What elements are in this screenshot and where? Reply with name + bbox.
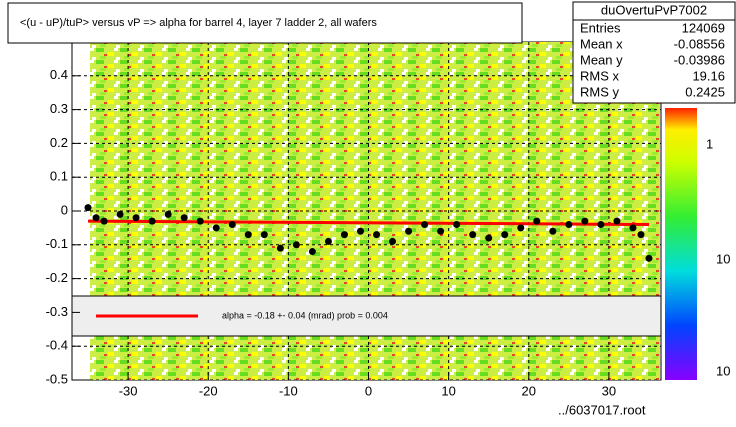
stats-name: duOvertuPvP7002 [601, 2, 707, 17]
point [212, 224, 220, 232]
color-label: 10 [716, 363, 730, 378]
y-tick-label: -0.4 [46, 338, 68, 353]
stats-label: RMS x [580, 68, 620, 83]
stats-label: Entries [580, 20, 621, 35]
point [453, 221, 461, 229]
color-bar [665, 108, 697, 380]
point [92, 214, 100, 222]
footer: ../6037017.root [558, 402, 646, 417]
point [597, 221, 605, 229]
y-tick-label: 0.2 [50, 135, 68, 150]
point [84, 204, 92, 212]
fit-legend-text: alpha = -0.18 +- 0.04 (mrad) prob = 0.00… [222, 310, 388, 320]
stats-value: 0.2425 [685, 84, 725, 99]
stats-box [572, 1, 736, 104]
point [637, 231, 645, 239]
point [292, 241, 300, 249]
point [324, 237, 332, 245]
point [308, 248, 316, 256]
y-tick-label: -0.3 [46, 304, 68, 319]
point [645, 254, 653, 262]
point [356, 227, 364, 235]
point [148, 217, 156, 225]
y-tick-label: 0.3 [50, 101, 68, 116]
point [164, 210, 172, 218]
stats-label: Mean x [580, 36, 623, 51]
point [533, 217, 541, 225]
stats-value: -0.08556 [674, 36, 725, 51]
point [276, 244, 284, 252]
stats-value: -0.03986 [674, 52, 725, 67]
fit-legend [71, 295, 662, 337]
y-tick-label: -0.2 [46, 270, 68, 285]
point [116, 210, 124, 218]
point [340, 231, 348, 239]
chart-title: <(u - uP)/tuP> versus vP => alpha for ba… [20, 17, 377, 29]
point [421, 221, 429, 229]
title-box [7, 2, 523, 44]
stats-label: Mean y [580, 52, 623, 67]
x-tick-label: -20 [199, 383, 218, 398]
x-tick-label: -10 [279, 383, 298, 398]
point [373, 231, 381, 239]
point [437, 227, 445, 235]
point [405, 227, 413, 235]
stats-value: 19.16 [692, 68, 725, 83]
point [613, 217, 621, 225]
point [389, 237, 397, 245]
color-label: 1 [706, 136, 713, 151]
point [180, 214, 188, 222]
fit-line [88, 219, 649, 227]
point [581, 217, 589, 225]
x-tick-label: 0 [365, 383, 372, 398]
point [485, 234, 493, 242]
y-tick-label: -0.5 [46, 371, 68, 386]
y-tick-label: 0 [61, 202, 68, 217]
x-tick-label: 30 [602, 383, 616, 398]
point [549, 227, 557, 235]
point [196, 217, 204, 225]
y-tick-label: 0.4 [50, 67, 68, 82]
point [100, 217, 108, 225]
point [629, 224, 637, 232]
point [565, 221, 573, 229]
point [260, 231, 268, 239]
point [228, 221, 236, 229]
stats-label: RMS y [580, 84, 620, 99]
point [244, 231, 252, 239]
color-label: 10 [716, 251, 730, 266]
x-tick-label: -30 [119, 383, 138, 398]
point [469, 231, 477, 239]
y-tick-label: 0.1 [50, 169, 68, 184]
x-tick-label: 20 [522, 383, 536, 398]
point [501, 231, 509, 239]
stats-value: 124069 [682, 20, 725, 35]
point [517, 224, 525, 232]
y-tick-label: -0.1 [46, 236, 68, 251]
x-tick-label: 10 [441, 383, 455, 398]
point [132, 214, 140, 222]
